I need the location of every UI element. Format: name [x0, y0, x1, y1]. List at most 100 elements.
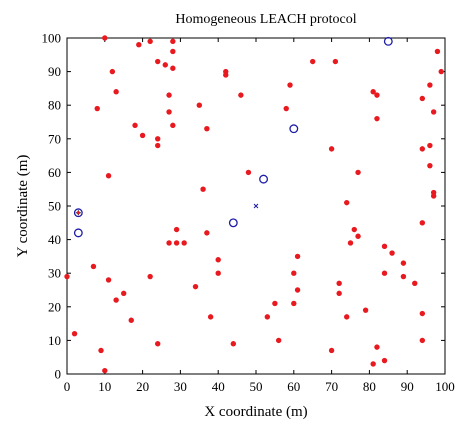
sensor-node-point	[419, 95, 426, 102]
sensor-node-point	[347, 240, 354, 246]
sensor-node-point	[102, 35, 108, 41]
sensor-node-point	[400, 273, 407, 280]
sensor-node-point	[336, 290, 342, 297]
y-tick-label: 50	[48, 199, 61, 214]
sensor-node-point	[113, 297, 119, 303]
sensor-node-point	[128, 317, 134, 323]
x-axis-label: X coordinate (m)	[204, 404, 307, 420]
sensor-node-point	[430, 193, 437, 199]
sensor-node-point	[155, 341, 161, 347]
sensor-node-point	[264, 314, 271, 320]
x-tick-label: 0	[64, 379, 71, 394]
y-axis-label: Y coordinate (m)	[15, 155, 31, 258]
y-tick-label: 30	[48, 266, 61, 281]
sensor-node-point	[90, 263, 97, 270]
y-tick-label: 100	[42, 31, 62, 46]
sensor-node-point	[215, 270, 221, 276]
sensor-node-point	[370, 89, 376, 95]
sensor-node-point	[170, 38, 176, 45]
y-tick-label: 40	[48, 232, 61, 247]
sensor-node-point	[113, 89, 119, 95]
sensor-node-point	[173, 240, 180, 246]
x-tick-label: 30	[174, 379, 187, 394]
sensor-node-point	[105, 173, 112, 179]
sensor-node-point	[147, 273, 153, 280]
sensor-node-point	[294, 287, 301, 293]
sensor-node-point	[132, 122, 138, 129]
sensor-node-point	[419, 220, 426, 226]
sensor-node-point	[430, 109, 437, 115]
sensor-node-point	[71, 330, 78, 337]
sensor-node-point	[362, 307, 369, 313]
sensor-node-point	[427, 82, 433, 88]
sensor-node-point	[355, 233, 361, 239]
x-tick-label: 60	[287, 379, 300, 394]
sensor-node-point	[105, 277, 112, 283]
sensor-node-point	[283, 105, 289, 112]
sensor-node-point	[121, 290, 127, 297]
sensor-node-point	[204, 126, 210, 132]
sensor-node-point	[147, 38, 153, 45]
sensor-node-point	[170, 65, 176, 71]
sensor-node-point	[291, 270, 297, 276]
sensor-node-point	[238, 92, 244, 98]
sensor-node-point	[344, 314, 350, 320]
y-tick-label: 20	[48, 299, 61, 314]
x-tick-label: 90	[401, 379, 414, 394]
sensor-node-point	[136, 42, 142, 48]
chart-title: Homogeneous LEACH protocol	[175, 12, 356, 27]
sensor-node-point	[310, 58, 316, 65]
cluster-head-point	[289, 124, 299, 134]
sensor-node-point	[64, 273, 70, 280]
sensor-node-point	[162, 62, 168, 68]
x-tick-label: 100	[435, 379, 455, 394]
sensor-node-point	[434, 48, 441, 55]
sensor-node-point	[173, 226, 180, 233]
sensor-node-point	[351, 226, 357, 233]
sensor-node-point	[102, 367, 108, 374]
sensor-node-point	[94, 105, 100, 112]
sensor-node-point	[204, 230, 210, 236]
sensor-node-point	[344, 199, 350, 206]
sensor-node-point	[98, 347, 104, 354]
y-tick-label: 90	[48, 64, 61, 79]
sensor-node-point	[381, 270, 388, 276]
sensor-node-point	[170, 122, 176, 129]
sensor-node-point	[374, 115, 380, 122]
cluster-head-point	[259, 174, 269, 184]
sensor-node-point	[412, 280, 418, 286]
y-tick-label: 60	[48, 165, 61, 180]
y-tick-label: 10	[48, 333, 61, 348]
sensor-node-point	[275, 337, 282, 344]
x-tick-label: 10	[98, 379, 111, 394]
sensor-node-point	[336, 280, 342, 286]
cluster-head-point	[73, 228, 83, 238]
sensor-node-point	[381, 357, 388, 364]
data-points	[64, 35, 444, 374]
sensor-node-point	[374, 92, 380, 98]
sensor-node-point	[196, 102, 202, 108]
sensor-node-point	[181, 240, 187, 246]
sensor-node-point	[287, 82, 293, 88]
sensor-node-point	[155, 58, 161, 65]
sensor-node-point	[427, 142, 433, 149]
sensor-node-point	[166, 240, 172, 246]
sensor-node-point	[200, 186, 206, 192]
sensor-node-point	[294, 253, 301, 260]
sensor-node-point	[427, 162, 433, 169]
sensor-node-point	[389, 250, 395, 256]
sensor-node-point	[223, 72, 229, 78]
sensor-node-point	[370, 361, 376, 367]
sensor-node-point	[419, 310, 426, 317]
sensor-node-point	[230, 341, 237, 347]
y-tick-label: 70	[48, 131, 61, 146]
sensor-node-point	[215, 257, 221, 263]
sensor-node-point	[419, 146, 426, 152]
sensor-node-point	[419, 337, 426, 344]
sensor-node-point	[381, 243, 388, 250]
x-tick-label: 80	[363, 379, 376, 394]
x-tick-label: 70	[325, 379, 338, 394]
sensor-node-point	[109, 68, 116, 75]
y-tick-label: 80	[48, 98, 61, 113]
sensor-node-point	[374, 344, 380, 350]
